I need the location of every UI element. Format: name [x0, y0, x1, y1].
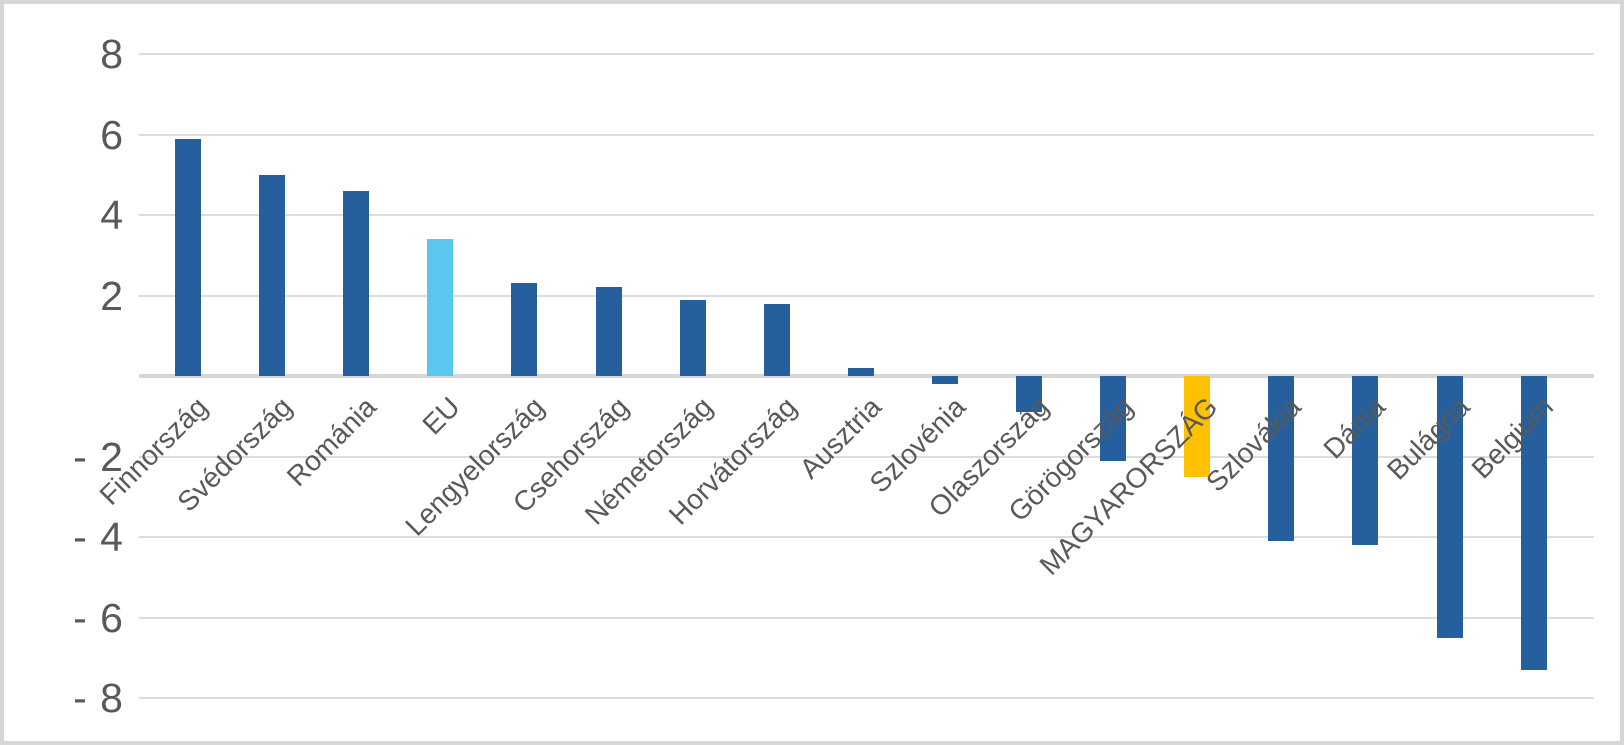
y-tick-label: - 6 — [73, 594, 124, 641]
y-tick-label: 4 — [100, 192, 124, 238]
bar — [511, 283, 538, 376]
bar — [931, 376, 958, 385]
category-label: Románia — [280, 391, 383, 493]
category-label: EU — [416, 391, 467, 441]
bar — [427, 239, 454, 376]
bar — [343, 190, 370, 376]
bar — [847, 367, 874, 376]
category-label: Bulágria — [1380, 391, 1476, 486]
x-axis-line — [139, 374, 1594, 378]
gridline — [139, 53, 1594, 55]
y-tick-label: 2 — [100, 272, 124, 319]
bar — [1268, 376, 1295, 542]
category-label: Belgium — [1466, 391, 1560, 485]
y-tick-label: 6 — [100, 111, 124, 158]
category-label: Dánia — [1317, 391, 1392, 465]
bar — [1520, 376, 1547, 670]
bar — [1436, 376, 1463, 638]
y-tick-label: - 8 — [73, 675, 124, 721]
bar — [1016, 376, 1042, 413]
y-tick-label: - 4 — [73, 514, 124, 560]
bar — [1184, 376, 1211, 477]
gridlines-layer — [4, 4, 1620, 741]
gridline — [139, 455, 1594, 458]
y-tick-label: 8 — [100, 31, 124, 77]
gridline — [139, 214, 1594, 216]
bar — [259, 174, 286, 376]
bar — [1100, 376, 1127, 461]
x-axis-category-labels: Finnország Svédország Románia EU Lengyelorsz… — [4, 4, 1620, 741]
gridline — [139, 536, 1594, 538]
y-axis-tick-labels: 8 6 4 2 - 2 - 4 - 6 - 8 — [4, 4, 1620, 741]
y-tick-label: - 2 — [73, 433, 124, 480]
gridline — [139, 697, 1594, 699]
bar — [1352, 376, 1379, 546]
gridline — [139, 616, 1594, 619]
bars-layer — [4, 4, 1620, 741]
gridline — [139, 294, 1594, 297]
bar — [175, 138, 201, 376]
gridline — [139, 133, 1594, 136]
bar — [763, 303, 790, 376]
bar — [595, 287, 622, 376]
bar — [679, 299, 706, 376]
